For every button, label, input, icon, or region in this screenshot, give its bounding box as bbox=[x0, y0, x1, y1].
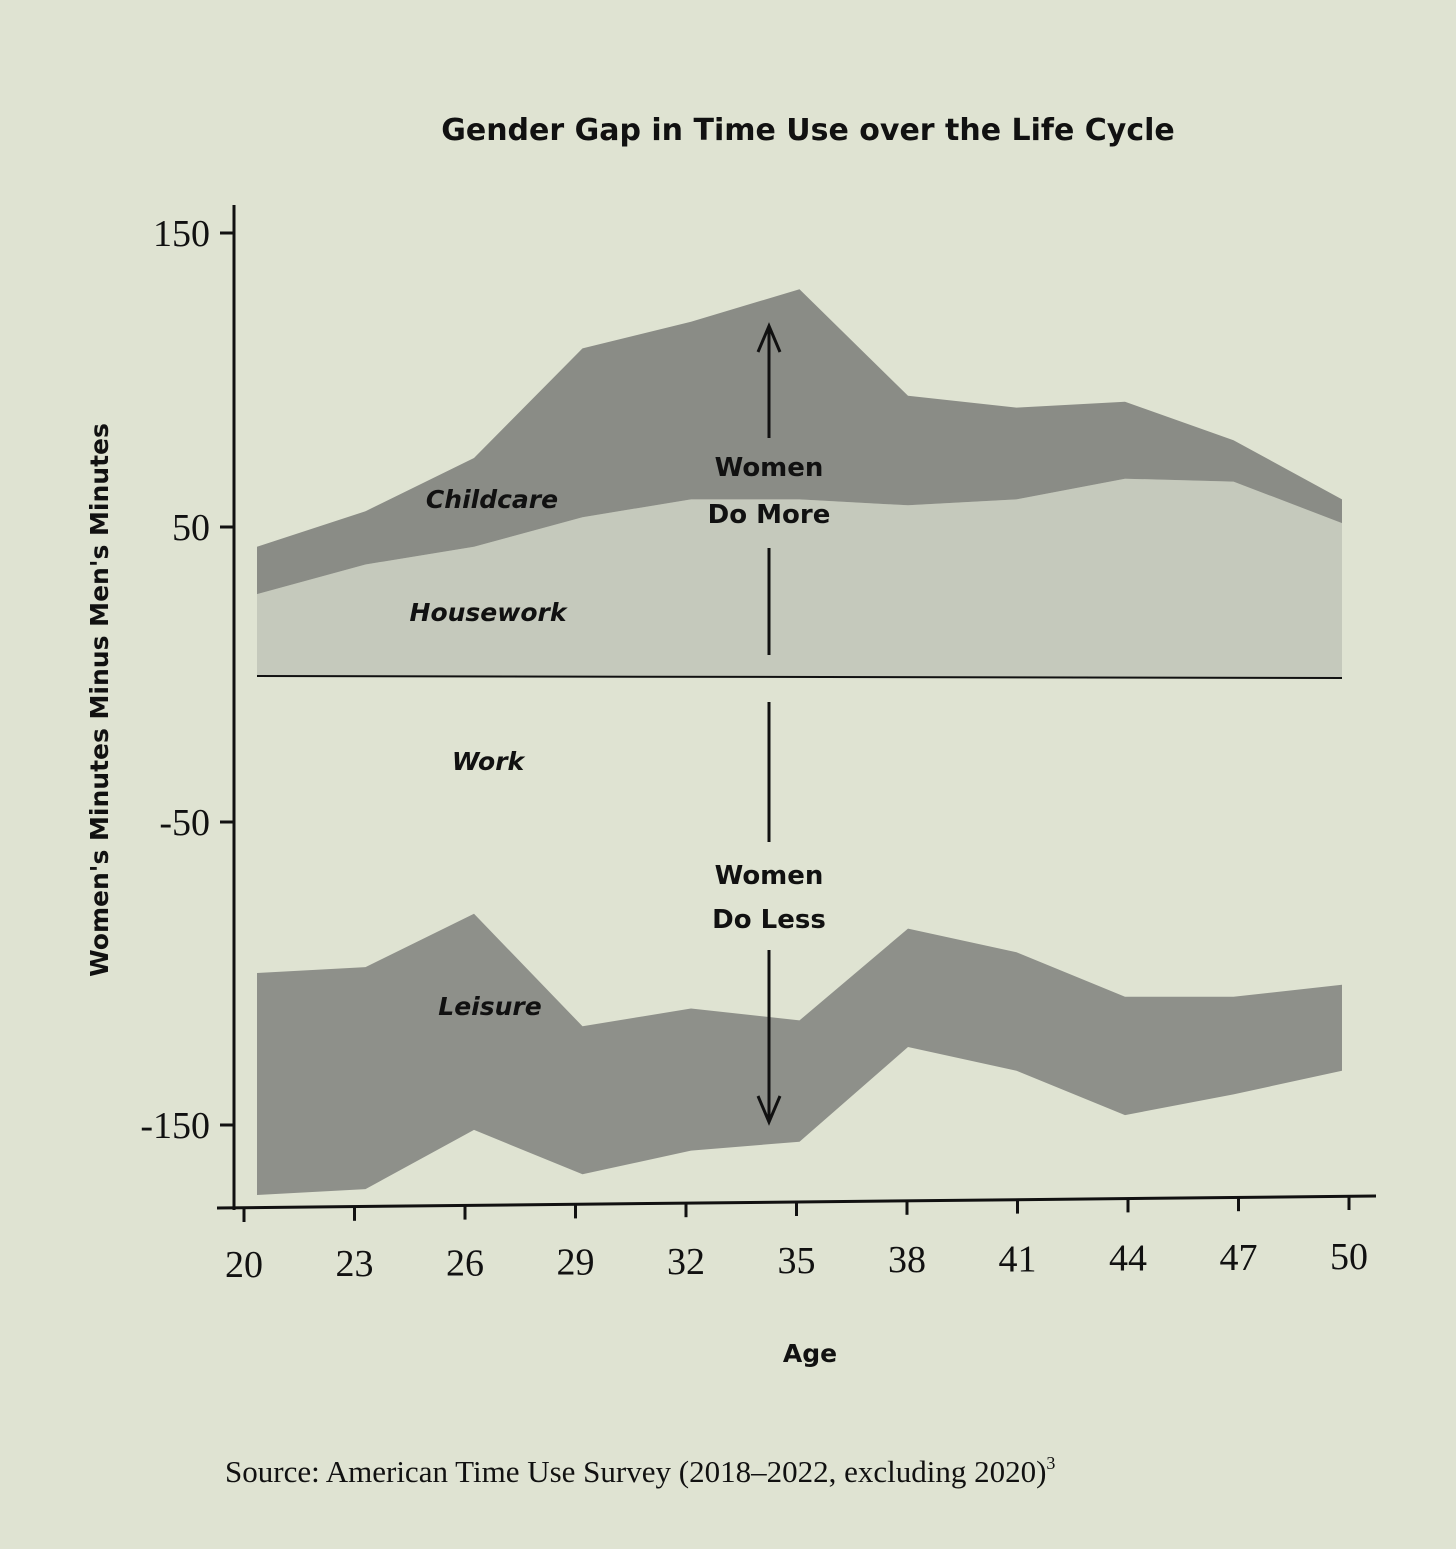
y-axis-label: Women's Minutes Minus Men's Minutes bbox=[85, 423, 114, 977]
annotation-less-line1: Women bbox=[715, 861, 824, 891]
y-tick-label: 150 bbox=[153, 213, 210, 255]
series-label-childcare: Childcare bbox=[426, 485, 558, 514]
x-tick-label: 41 bbox=[999, 1238, 1037, 1280]
x-tick-label: 44 bbox=[1109, 1238, 1147, 1280]
work-area bbox=[257, 913, 1342, 1195]
series-label-housework: Housework bbox=[410, 598, 568, 627]
areas bbox=[257, 289, 1342, 1195]
x-tick-label: 35 bbox=[778, 1240, 816, 1282]
x-ticks: 20 23 26 29 32 35 38 41 44 47 50 bbox=[225, 1196, 1368, 1286]
y-ticks: 150 50 -50 -150 bbox=[140, 213, 234, 1147]
childcare-area bbox=[257, 289, 1342, 595]
chart-title: Gender Gap in Time Use over the Life Cyc… bbox=[441, 113, 1175, 148]
x-tick-label: 32 bbox=[667, 1241, 705, 1283]
x-tick-label: 23 bbox=[336, 1243, 374, 1285]
x-axis-label: Age bbox=[783, 1339, 837, 1368]
x-tick-label: 26 bbox=[446, 1242, 484, 1284]
y-tick-label: -50 bbox=[159, 802, 210, 844]
arrow-up bbox=[756, 322, 782, 655]
arrow-down bbox=[756, 702, 782, 1126]
annotation-more-line2: Do More bbox=[708, 500, 831, 530]
x-tick-label: 47 bbox=[1220, 1237, 1258, 1279]
zero-line bbox=[256, 675, 1343, 679]
housework-area bbox=[257, 478, 1342, 677]
x-tick-label: 20 bbox=[225, 1244, 263, 1286]
source-text: Source: American Time Use Survey (2018–2… bbox=[225, 1454, 1046, 1489]
annotation-less-line2: Do Less bbox=[712, 905, 826, 935]
x-tick-label: 29 bbox=[557, 1242, 595, 1284]
y-tick-label: 50 bbox=[172, 507, 210, 549]
x-tick-label: 50 bbox=[1330, 1236, 1368, 1278]
source-footnote-marker: 3 bbox=[1046, 1453, 1055, 1473]
x-tick-label: 38 bbox=[888, 1239, 926, 1281]
series-label-work: Work bbox=[452, 747, 526, 776]
y-tick-label: -150 bbox=[140, 1105, 210, 1147]
series-label-leisure: Leisure bbox=[438, 992, 541, 1021]
annotation-more-line1: Women bbox=[715, 453, 824, 483]
source-note: Source: American Time Use Survey (2018–2… bbox=[225, 1453, 1055, 1489]
